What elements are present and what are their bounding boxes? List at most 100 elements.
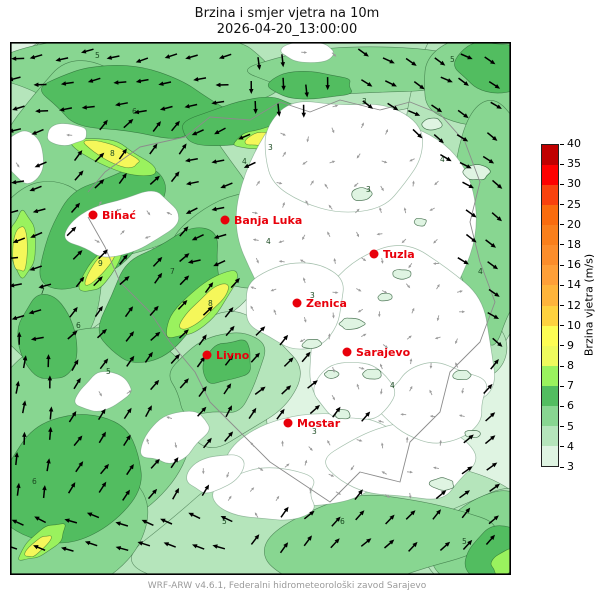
colorbar-tick-label: 8 (567, 359, 574, 373)
colorbar-tick-label: 3 (567, 460, 574, 473)
colorbar-tick-label: 40 (567, 137, 581, 150)
colorbar-tick-label: 10 (567, 318, 581, 332)
colorbar-tickmark (560, 405, 564, 407)
title-line-1: Brzina i smjer vjetra na 10m (194, 6, 380, 21)
colorbar-tick-label: 7 (567, 379, 574, 393)
svg-text:3: 3 (366, 185, 371, 194)
colorbar-tickmark (560, 143, 564, 145)
colorbar-tick-label: 30 (567, 177, 581, 191)
colorbar-tickmark (560, 305, 564, 306)
colorbar-tick-label: 9 (567, 338, 574, 352)
city-dot (292, 298, 302, 308)
colorbar-tick-label: 4 (567, 439, 574, 453)
colorbar-tickmark (560, 224, 564, 226)
colorbar-tick-label: 20 (567, 217, 581, 231)
colorbar-tickmark (560, 284, 564, 286)
city-dot (88, 210, 98, 220)
city-dot (202, 350, 212, 360)
city-dot (369, 249, 379, 259)
svg-text:4: 4 (242, 157, 247, 166)
colorbar-tickmark (560, 204, 564, 206)
colorbar-segment (542, 445, 558, 466)
city-label: Zenica (306, 297, 347, 310)
colorbar-segment (542, 205, 558, 226)
colorbar-tickmark (560, 244, 564, 246)
colorbar-segment (542, 265, 558, 286)
svg-text:3: 3 (312, 427, 317, 436)
city-label: Mostar (297, 417, 341, 430)
svg-text:3: 3 (310, 291, 315, 300)
city-label: Tuzla (383, 248, 415, 261)
colorbar-tick-label: 6 (567, 399, 574, 413)
svg-text:4: 4 (390, 381, 395, 390)
city-label: Sarajevo (356, 346, 411, 359)
svg-text:5: 5 (106, 367, 111, 376)
svg-text:8: 8 (110, 149, 115, 158)
colorbar-tick-label: 25 (567, 197, 581, 211)
svg-text:5: 5 (222, 517, 227, 526)
chart-title: Brzina i smjer vjetra na 10m 2026-04-20_… (195, 6, 380, 38)
colorbar-tickmark (560, 163, 564, 165)
colorbar-tick-label: 35 (567, 157, 581, 171)
colorbar-tick-label: 5 (567, 419, 574, 433)
city-dot (220, 215, 230, 225)
colorbar-segment (542, 365, 558, 386)
colorbar-segment (542, 425, 558, 446)
colorbar-segment (542, 225, 558, 246)
colorbar-tick-label: 14 (567, 278, 581, 292)
colorbar-tickmark (560, 426, 564, 428)
colorbar-segment (542, 165, 558, 186)
wind-map-canvas: 564354389876543564356734BihaćBanja LukaT… (10, 42, 511, 575)
svg-text:8: 8 (208, 299, 213, 308)
colorbar-segment (542, 325, 558, 346)
colorbar-tick-label: 12 (567, 298, 581, 312)
colorbar-segment (542, 305, 558, 326)
wind-map: 564354389876543564356734BihaćBanja LukaT… (10, 42, 511, 575)
attribution-text: WRF-ARW v4.6.1, Federalni hidrometeorolo… (147, 581, 427, 591)
colorbar-segment (542, 345, 558, 366)
city-marker-2: Tuzla (369, 248, 415, 261)
colorbar-tick-label: 18 (567, 237, 581, 251)
svg-text:6: 6 (132, 107, 137, 116)
svg-text:5: 5 (450, 55, 455, 64)
colorbar-tickmark (560, 183, 564, 185)
colorbar-segment (542, 185, 558, 206)
colorbar-segment (542, 405, 558, 426)
svg-text:4: 4 (440, 155, 445, 164)
colorbar-tickmark (560, 446, 564, 448)
colorbar-segment (542, 245, 558, 266)
city-dot (283, 418, 293, 428)
svg-text:6: 6 (76, 321, 81, 330)
colorbar-segment (542, 385, 558, 406)
colorbar-tickmark (560, 466, 564, 468)
colorbar-tickmark (560, 365, 564, 367)
city-label: Bihać (102, 209, 136, 222)
city-label: Banja Luka (234, 214, 302, 227)
svg-text:6: 6 (32, 477, 37, 486)
colorbar-tickmark (560, 325, 564, 327)
colorbar-tickmark (560, 345, 564, 347)
colorbar-tickmark (560, 385, 564, 387)
svg-text:7: 7 (40, 287, 45, 296)
city-label: Livno (216, 349, 250, 362)
colorbar (541, 144, 559, 467)
city-marker-6: Mostar (283, 417, 341, 430)
city-marker-1: Banja Luka (220, 214, 302, 227)
svg-text:4: 4 (478, 267, 483, 276)
svg-text:6: 6 (340, 517, 345, 526)
svg-text:5: 5 (95, 51, 100, 60)
colorbar-tickmark (560, 264, 564, 266)
city-marker-5: Sarajevo (342, 346, 411, 359)
city-marker-0: Bihać (88, 209, 136, 222)
colorbar-segment (542, 285, 558, 306)
colorbar-tick-label: 16 (567, 258, 581, 272)
svg-text:5: 5 (462, 537, 467, 546)
svg-text:9: 9 (98, 259, 103, 268)
city-dot (342, 347, 352, 357)
svg-text:4: 4 (266, 237, 271, 246)
svg-text:7: 7 (170, 267, 175, 276)
city-marker-4: Livno (202, 349, 250, 362)
colorbar-segment (542, 145, 558, 166)
svg-text:3: 3 (268, 143, 273, 152)
